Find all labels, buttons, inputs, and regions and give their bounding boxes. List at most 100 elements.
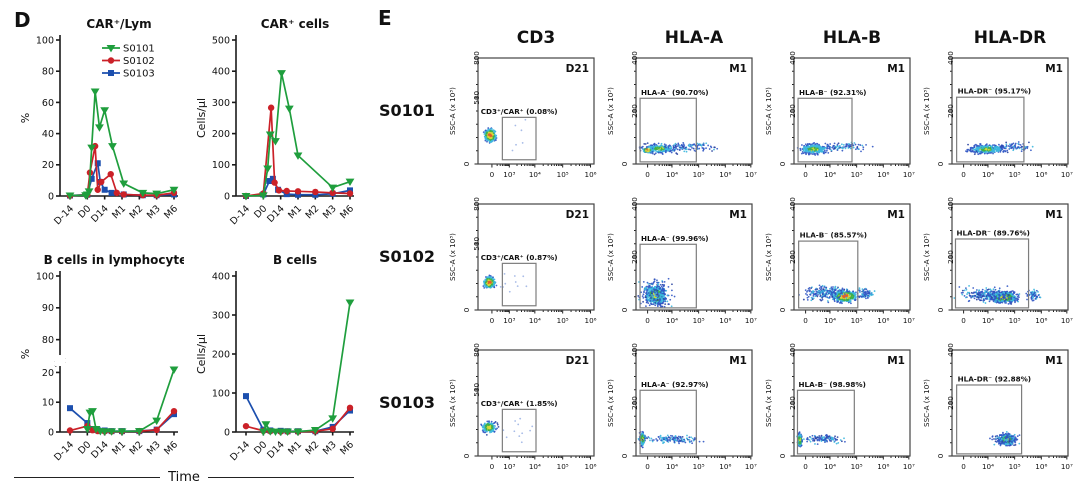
gate-box xyxy=(639,389,697,455)
y-tick-label: 80 xyxy=(42,335,54,346)
column-header-hla-a: HLA-A xyxy=(664,28,724,48)
ssc-axis-label: SSC-A (x 10³) xyxy=(606,379,615,427)
gate-label: HLA-B⁻ (92.31%) xyxy=(799,88,866,97)
flow-y-tick-label: 800 xyxy=(472,197,481,211)
flow-x-tick-label: 10⁷ xyxy=(1061,316,1073,325)
flow-x-tick-label: 10⁷ xyxy=(1061,462,1073,471)
flow-x-tick-label: 10⁴ xyxy=(824,170,836,179)
y-tick-label: 20 xyxy=(42,368,54,379)
ssc-axis-label: SSC-A (x 10³) xyxy=(448,87,457,135)
flow-x-tick-label: 10⁵ xyxy=(557,462,569,471)
flow-x-tick-label: 10⁴ xyxy=(982,462,994,471)
flow-x-tick-label: 0 xyxy=(803,170,808,179)
flow-x-tick-label: 10⁵ xyxy=(693,462,705,471)
flow-y-tick-label: 200 xyxy=(788,396,797,410)
flow-x-tick-label: 0 xyxy=(645,462,650,471)
flow-x-tick-label: 10⁵ xyxy=(693,170,705,179)
scatter-dots xyxy=(638,141,719,156)
flow-x-tick-label: 10⁵ xyxy=(1009,316,1021,325)
flow-y-tick-label: 0 xyxy=(778,161,787,166)
flow-x-tick-label: 10⁷ xyxy=(903,462,915,471)
flow-x-tick-label: 10⁶ xyxy=(877,170,889,179)
flow-x-tick-label: 10³ xyxy=(503,170,515,179)
flow-plot-s0103-cd3: SSC-A (x 10³) 0 500 800 0 10³ 10⁴ 10⁵ 10⁶ CD3⁺/CA… xyxy=(448,343,597,471)
flow-y-tick-label: 0 xyxy=(778,453,787,458)
flow-x-tick-label: 0 xyxy=(490,316,495,325)
flow-x-tick-label: 10⁴ xyxy=(529,170,541,179)
flow-x-tick-label: 10⁵ xyxy=(557,170,569,179)
series-markers-S0103 xyxy=(243,393,353,435)
flow-y-tick-label: 0 xyxy=(936,307,945,312)
flow-y-tick-label: 500 xyxy=(472,90,481,104)
time-rule-left xyxy=(14,477,161,478)
y-tick-label: 0 xyxy=(48,427,54,438)
y-axis-label: Cells/μl xyxy=(195,98,208,138)
flow-x-tick-label: 10⁴ xyxy=(666,316,678,325)
flow-y-tick-label: 400 xyxy=(946,197,955,211)
scatter-dots xyxy=(965,141,1034,156)
plot-frame xyxy=(951,203,1069,311)
flow-y-tick-label: 500 xyxy=(472,236,481,250)
x-tick-label: M1 xyxy=(110,203,128,221)
plot-frame xyxy=(793,57,911,165)
flow-x-tick-label: 10⁴ xyxy=(666,170,678,179)
chart-car-lym: CAR⁺/Lym 0 20 40 60 80 100 D-14 D0 D14 M1 M2 M3 M6% S… xyxy=(16,12,184,234)
flow-x-tick-label: 10⁷ xyxy=(745,170,757,179)
flow-x-tick-label: 10⁷ xyxy=(745,462,757,471)
series-markers-S0101 xyxy=(82,366,179,436)
x-tick-label: M6 xyxy=(162,439,180,457)
flow-plot-s0102-hla-b: SSC-A (x 10³) 0 200 400 0 10⁴ 10⁵ 10⁶ 10⁷ HLA-B⁻ … xyxy=(764,197,915,325)
y-tick-label: 60 xyxy=(42,98,54,109)
chart-title: CAR⁺ cells xyxy=(261,17,329,31)
gate-label: HLA-B⁻ (85.57%) xyxy=(800,231,867,240)
timepoint-tag: D21 xyxy=(566,63,589,75)
gate-label: HLA-DR⁻ (95.17%) xyxy=(958,87,1031,96)
y-tick-label: 80 xyxy=(42,67,54,78)
plot-frame xyxy=(477,203,595,311)
legend-label-S0102: S0102 xyxy=(123,56,155,67)
x-tick-label: M3 xyxy=(145,203,163,221)
flow-y-tick-label: 0 xyxy=(620,307,629,312)
flow-x-tick-label: 10⁶ xyxy=(719,462,731,471)
x-tick-label: M1 xyxy=(286,439,304,457)
flow-x-tick-label: 10⁵ xyxy=(851,170,863,179)
x-tick-label: D14 xyxy=(89,439,111,461)
flow-x-tick-label: 0 xyxy=(803,316,808,325)
chart-title: B cells in lymphocytes xyxy=(44,253,184,267)
grid-corner-spacer xyxy=(368,4,446,50)
plot-frame xyxy=(951,57,1069,165)
flow-x-tick-label: 10⁶ xyxy=(585,170,597,179)
panel-e-grid: CD3 HLA-A HLA-B HLA-DR S0101 SSC-A (x 10… xyxy=(368,4,1078,488)
flow-x-tick-label: 10⁶ xyxy=(1035,170,1047,179)
gate-box xyxy=(797,97,853,163)
ssc-axis-label: SSC-A (x 10³) xyxy=(764,87,773,135)
y-tick-label: 200 xyxy=(212,349,230,360)
flow-plot-s0102-hla-dr: SSC-A (x 10³) 0 200 400 0 10⁴ 10⁵ 10⁶ 10⁷ HLA-DR⁻… xyxy=(922,197,1073,325)
timepoint-tag: M1 xyxy=(1045,355,1063,367)
flow-x-tick-label: 10⁵ xyxy=(693,316,705,325)
scatter-dots xyxy=(637,277,676,308)
timepoint-tag: M1 xyxy=(1045,63,1063,75)
y-tick-label: 10 xyxy=(42,398,54,409)
flow-x-tick-label: 10⁴ xyxy=(529,316,541,325)
flow-y-tick-label: 0 xyxy=(462,453,471,458)
flow-x-tick-label: 10⁶ xyxy=(585,316,597,325)
gate-label: HLA-A⁻ (99.96%) xyxy=(641,234,709,243)
ssc-axis-label: SSC-A (x 10³) xyxy=(764,379,773,427)
ssc-axis-label: SSC-A (x 10³) xyxy=(448,379,457,427)
timepoint-tag: M1 xyxy=(729,355,747,367)
timepoint-tag: M1 xyxy=(887,63,905,75)
x-tick-label: D-14 xyxy=(52,203,76,227)
scatter-dots xyxy=(480,417,534,444)
flow-x-tick-label: 0 xyxy=(961,316,966,325)
y-tick-label: 100 xyxy=(212,388,230,399)
flow-y-tick-label: 200 xyxy=(946,104,955,118)
flow-y-tick-label: 0 xyxy=(936,161,945,166)
ssc-axis-label: SSC-A (x 10³) xyxy=(448,233,457,281)
time-axis-label: Time xyxy=(168,470,200,485)
flow-y-tick-label: 0 xyxy=(620,453,629,458)
plot-frame xyxy=(793,203,911,311)
